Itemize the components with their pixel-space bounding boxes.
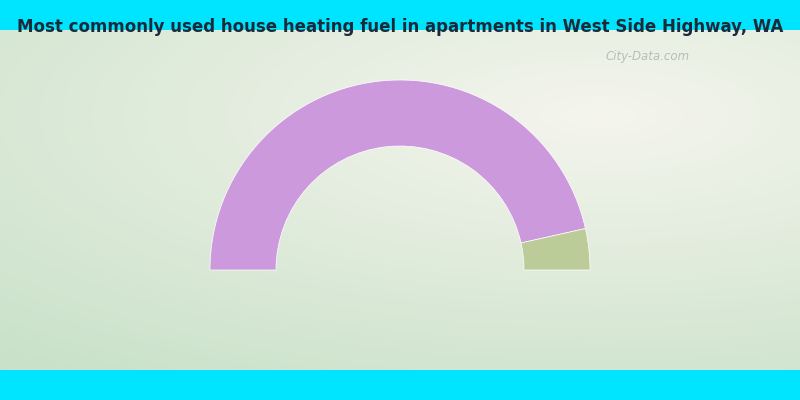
Wedge shape <box>210 80 586 270</box>
Wedge shape <box>521 228 590 270</box>
Text: City-Data.com: City-Data.com <box>606 50 690 63</box>
Text: Most commonly used house heating fuel in apartments in West Side Highway, WA: Most commonly used house heating fuel in… <box>17 18 783 36</box>
